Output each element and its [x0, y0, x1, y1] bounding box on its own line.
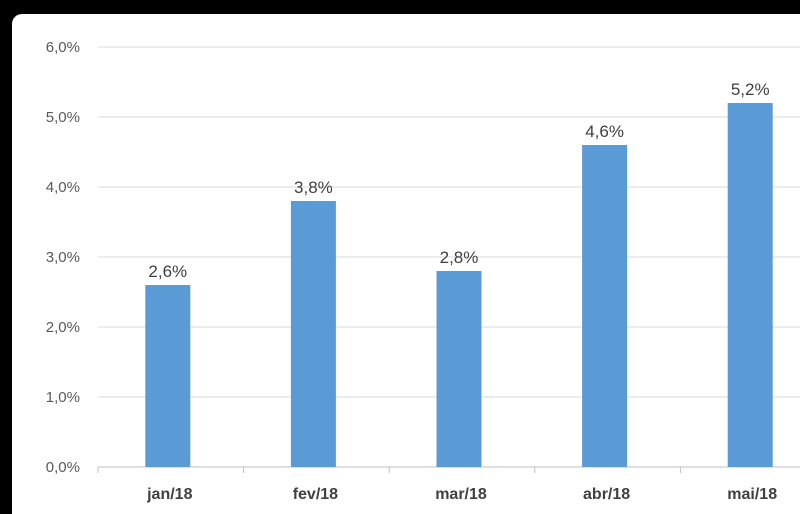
- y-tick-label: 4,0%: [46, 179, 80, 196]
- chart-frame: 0,0% 1,0% 2,0% 3,0% 4,0% 5,0% 6,0% 2,6% 3,8% 2,8…: [12, 14, 800, 514]
- y-tick-label: 1,0%: [46, 389, 80, 406]
- x-axis-ticks: jan/18 fev/18 mar/18 abr/18 mai/18: [146, 486, 777, 503]
- bars: [145, 103, 773, 467]
- data-label: 2,6%: [148, 262, 187, 281]
- data-label: 2,8%: [440, 248, 479, 267]
- data-label: 4,6%: [585, 122, 624, 141]
- data-label: 3,8%: [294, 178, 333, 197]
- x-tick-label: abr/18: [583, 486, 630, 503]
- bar: [290, 201, 336, 467]
- y-tick-label: 5,0%: [46, 109, 80, 126]
- data-labels: 2,6% 3,8% 2,8% 4,6% 5,2%: [148, 80, 769, 281]
- y-tick-label: 0,0%: [46, 459, 80, 476]
- y-tick-label: 3,0%: [46, 249, 80, 266]
- data-label: 5,2%: [731, 80, 770, 99]
- x-tick-label: fev/18: [293, 486, 338, 503]
- x-tick-label: mar/18: [435, 486, 487, 503]
- x-tick-label: jan/18: [146, 486, 192, 503]
- bar: [727, 103, 773, 467]
- y-tick-label: 2,0%: [46, 319, 80, 336]
- y-axis-ticks: 0,0% 1,0% 2,0% 3,0% 4,0% 5,0% 6,0%: [46, 39, 80, 476]
- bar: [145, 285, 191, 467]
- y-tick-label: 6,0%: [46, 39, 80, 56]
- bar-chart: 0,0% 1,0% 2,0% 3,0% 4,0% 5,0% 6,0% 2,6% 3,8% 2,8…: [46, 39, 800, 503]
- bar: [436, 271, 482, 467]
- x-tick-label: mai/18: [727, 486, 777, 503]
- bar: [582, 145, 628, 467]
